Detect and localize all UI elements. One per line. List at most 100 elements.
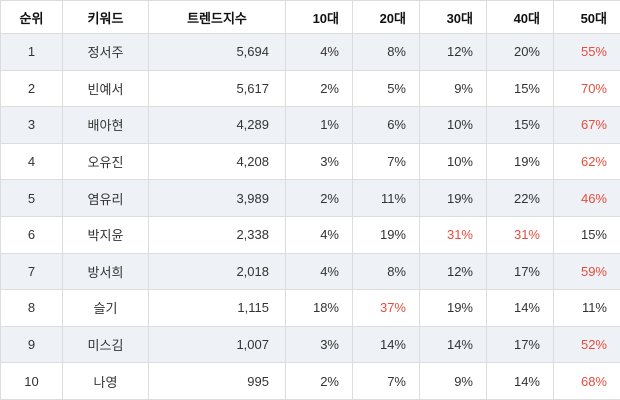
table-row: 2 빈예서 5,617 2% 5% 9% 15% 70%: [0, 69, 620, 108]
percent-cell: 4%: [285, 215, 353, 254]
percent-cell: 14%: [486, 289, 554, 327]
percent-cell: 19%: [486, 142, 554, 181]
keyword-cell: 배아현: [62, 106, 149, 144]
table-row: 8 슬기 1,115 18% 37% 19% 14% 11%: [0, 289, 620, 327]
percent-cell: 15%: [486, 106, 554, 144]
percent-cell: 18%: [285, 289, 353, 327]
percent-cell: 19%: [352, 215, 420, 254]
percent-cell: 4%: [285, 33, 353, 71]
percent-cell: 20%: [486, 33, 554, 71]
percent-cell: 2%: [285, 362, 353, 400]
percent-cell: 2%: [285, 179, 353, 217]
percent-cell: 31%: [486, 215, 554, 254]
trend-index-cell: 4,289: [148, 106, 286, 144]
rank-cell: 2: [0, 69, 63, 108]
percent-cell: 14%: [486, 362, 554, 400]
percent-cell: 7%: [352, 142, 420, 181]
keyword-cell: 박지윤: [62, 215, 149, 254]
percent-cell: 10%: [419, 106, 487, 144]
percent-cell: 22%: [486, 179, 554, 217]
table-row: 3 배아현 4,289 1% 6% 10% 15% 67%: [0, 106, 620, 144]
percent-cell: 8%: [352, 33, 420, 71]
percent-cell: 4%: [285, 252, 353, 291]
trend-index-cell: 2,338: [148, 215, 286, 254]
header-age-50s: 50대: [553, 0, 620, 34]
trend-index-cell: 5,617: [148, 69, 286, 108]
header-age-20s: 20대: [352, 0, 420, 34]
percent-cell: 9%: [419, 362, 487, 400]
rank-cell: 9: [0, 325, 63, 364]
rank-cell: 4: [0, 142, 63, 181]
percent-cell: 8%: [352, 252, 420, 291]
trend-index-cell: 4,208: [148, 142, 286, 181]
table-body: 1 정서주 5,694 4% 8% 12% 20% 55% 2 빈예서 5,61…: [0, 33, 620, 400]
percent-cell: 14%: [352, 325, 420, 364]
rank-cell: 10: [0, 362, 63, 400]
header-trend-index: 트렌드지수: [148, 0, 286, 34]
percent-cell: 1%: [285, 106, 353, 144]
trend-index-cell: 3,989: [148, 179, 286, 217]
percent-cell: 31%: [419, 215, 487, 254]
keyword-cell: 빈예서: [62, 69, 149, 108]
rank-cell: 8: [0, 289, 63, 327]
keyword-cell: 정서주: [62, 33, 149, 71]
percent-cell: 70%: [553, 69, 620, 108]
percent-cell: 46%: [553, 179, 620, 217]
keyword-cell: 오유진: [62, 142, 149, 181]
percent-cell: 3%: [285, 142, 353, 181]
rank-cell: 3: [0, 106, 63, 144]
keyword-cell: 미스김: [62, 325, 149, 364]
table-row: 6 박지윤 2,338 4% 19% 31% 31% 15%: [0, 215, 620, 254]
percent-cell: 52%: [553, 325, 620, 364]
percent-cell: 14%: [419, 325, 487, 364]
trend-index-cell: 5,694: [148, 33, 286, 71]
percent-cell: 19%: [419, 179, 487, 217]
percent-cell: 7%: [352, 362, 420, 400]
header-rank: 순위: [0, 0, 63, 34]
percent-cell: 17%: [486, 325, 554, 364]
header-age-40s: 40대: [486, 0, 554, 34]
percent-cell: 10%: [419, 142, 487, 181]
percent-cell: 3%: [285, 325, 353, 364]
keyword-cell: 방서희: [62, 252, 149, 291]
percent-cell: 6%: [352, 106, 420, 144]
table-row: 1 정서주 5,694 4% 8% 12% 20% 55%: [0, 33, 620, 71]
trend-index-cell: 1,115: [148, 289, 286, 327]
keyword-cell: 나영: [62, 362, 149, 400]
percent-cell: 62%: [553, 142, 620, 181]
percent-cell: 12%: [419, 33, 487, 71]
percent-cell: 11%: [352, 179, 420, 217]
keyword-cell: 염유리: [62, 179, 149, 217]
rank-cell: 7: [0, 252, 63, 291]
percent-cell: 55%: [553, 33, 620, 71]
percent-cell: 5%: [352, 69, 420, 108]
percent-cell: 37%: [352, 289, 420, 327]
rank-cell: 6: [0, 215, 63, 254]
table-row: 5 염유리 3,989 2% 11% 19% 22% 46%: [0, 179, 620, 217]
trend-index-cell: 1,007: [148, 325, 286, 364]
header-age-30s: 30대: [419, 0, 487, 34]
percent-cell: 67%: [553, 106, 620, 144]
table-row: 4 오유진 4,208 3% 7% 10% 19% 62%: [0, 142, 620, 181]
header-row: 순위 키워드 트렌드지수 10대 20대 30대 40대 50대: [0, 0, 620, 34]
percent-cell: 59%: [553, 252, 620, 291]
percent-cell: 68%: [553, 362, 620, 400]
trend-index-cell: 2,018: [148, 252, 286, 291]
rank-cell: 1: [0, 33, 63, 71]
percent-cell: 9%: [419, 69, 487, 108]
table-row: 7 방서희 2,018 4% 8% 12% 17% 59%: [0, 252, 620, 291]
table-row: 10 나영 995 2% 7% 9% 14% 68%: [0, 362, 620, 400]
percent-cell: 2%: [285, 69, 353, 108]
trend-index-cell: 995: [148, 362, 286, 400]
percent-cell: 11%: [553, 289, 620, 327]
header-keyword: 키워드: [62, 0, 149, 34]
percent-cell: 15%: [486, 69, 554, 108]
keyword-cell: 슬기: [62, 289, 149, 327]
header-age-10s: 10대: [285, 0, 353, 34]
percent-cell: 15%: [553, 215, 620, 254]
percent-cell: 12%: [419, 252, 487, 291]
percent-cell: 19%: [419, 289, 487, 327]
table-row: 9 미스김 1,007 3% 14% 14% 17% 52%: [0, 325, 620, 364]
percent-cell: 17%: [486, 252, 554, 291]
